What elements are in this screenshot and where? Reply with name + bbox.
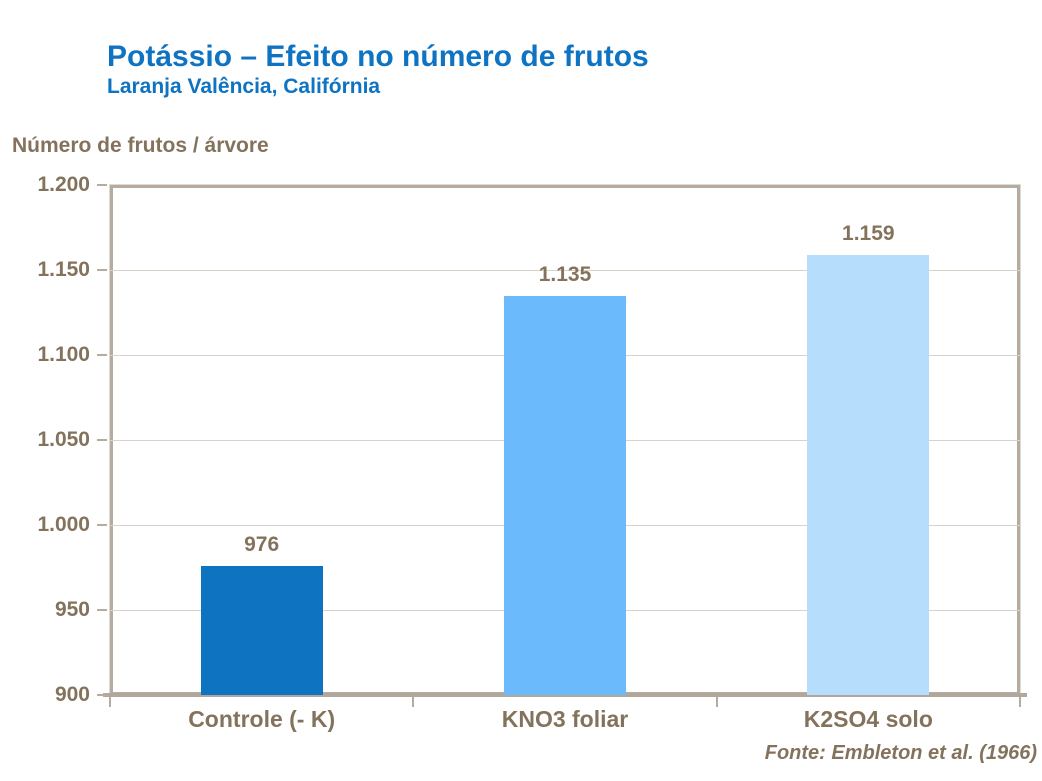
- x-tick-mark-3: [1019, 697, 1021, 707]
- x-category-label-controle-k: Controle (- K): [188, 706, 336, 732]
- chart-title: Potássio – Efeito no número de frutos: [107, 40, 649, 73]
- y-tick-mark-1150: [97, 269, 107, 271]
- y-tick-mark-900: [97, 694, 107, 696]
- y-tick-label-1050: 1.050: [37, 428, 90, 451]
- y-tick-label-900: 900: [54, 683, 90, 706]
- y-tick-label-1100: 1.100: [37, 343, 90, 367]
- x-axis-line: [103, 693, 1027, 697]
- y-tick-mark-1200: [97, 184, 107, 186]
- y-tick-label-1150: 1.150: [37, 258, 90, 281]
- x-category-label-k2so4-solo: K2SO4 solo: [803, 706, 933, 732]
- y-tick-mark-950: [97, 609, 107, 612]
- x-axis-category-labels: Controle (- K) KNO3 foliar K2SO4 solo: [110, 706, 1020, 736]
- bar-value-kno3-foliar: 1.135: [538, 262, 592, 286]
- y-tick-label-1200: 1.200: [37, 173, 90, 196]
- gridline-1150: [110, 270, 1020, 271]
- x-tick-mark-0: [109, 697, 111, 707]
- y-axis-tick-labels: 900 950 1.000 1.050 1.100 1.150 1.200: [0, 173, 96, 706]
- y-tick-label-1000: 1.000: [37, 513, 90, 537]
- bar-value-controle-k: 976: [244, 532, 280, 556]
- y-axis-title: Número de frutos / árvore: [12, 134, 269, 157]
- plot-area: 976 1.135 1.159: [97, 184, 1027, 707]
- y-tick-label-950: 950: [54, 598, 90, 622]
- bar-kno3-foliar: [504, 295, 626, 695]
- source-citation: Fonte: Embleton et al. (1966): [764, 742, 1037, 764]
- x-category-label-kno3-foliar: KNO3 foliar: [501, 706, 629, 732]
- y-tick-mark-1050: [97, 439, 107, 441]
- y-tick-mark-1100: [97, 354, 107, 357]
- x-tick-mark-2: [715, 697, 718, 707]
- chart-subtitle: Laranja Valência, Califórnia: [107, 75, 381, 98]
- y-tick-mark-1000: [97, 524, 107, 527]
- bar-k2so4-solo: [807, 254, 930, 695]
- bar-value-k2so4-solo: 1.159: [842, 221, 895, 245]
- bar-controle-k: [200, 565, 323, 695]
- x-tick-mark-1: [412, 697, 415, 707]
